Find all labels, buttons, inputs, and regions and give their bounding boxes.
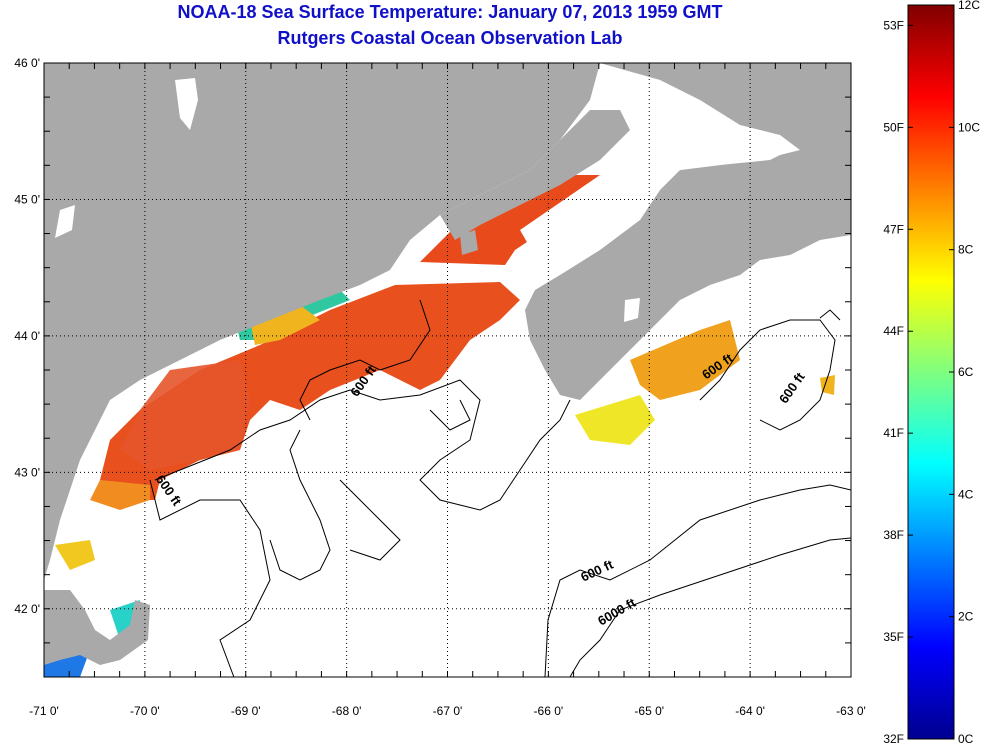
colorbar-f-label: 53F (883, 18, 904, 32)
colorbar-c-label: 8C (958, 243, 974, 257)
colorbar-c-label: 12C (958, 0, 980, 12)
bathymetry-contours (149, 299, 851, 677)
lat-label: 43 0' (14, 465, 40, 479)
colorbar-c-label: 6C (958, 365, 974, 379)
lon-label: -65 0' (634, 704, 664, 718)
lon-label: -67 0' (433, 704, 463, 718)
axis-ticks (43, 62, 852, 678)
colorbar-c-label: 0C (958, 732, 974, 746)
lon-label: -64 0' (735, 704, 765, 718)
lat-label: 45 0' (14, 192, 40, 206)
lon-label: -71 0' (29, 704, 59, 718)
longitude-labels: -71 0' -70 0' -69 0' -68 0' -67 0' -66 0' -65 … (29, 704, 866, 718)
lat-label: 46 0' (14, 56, 40, 70)
colorbar-c-label: 4C (958, 487, 974, 501)
lon-label: -63 0' (836, 704, 866, 718)
graticule (44, 63, 851, 677)
latitude-labels: 46 0' 45 0' 44 0' 43 0' 42 0' (14, 56, 40, 616)
colorbar-c-label: 2C (958, 610, 974, 624)
colorbar-f-label: 44F (883, 324, 904, 338)
page-title: NOAA-18 Sea Surface Temperature: January… (177, 2, 723, 22)
colorbar-f-label: 32F (883, 732, 904, 746)
colorbar-fahrenheit-labels: 53F 50F 47F 44F 41F 38F 35F 32F (883, 18, 913, 746)
colorbar-gradient (907, 4, 955, 740)
colorbar-celsius-labels: 12C 10C 8C 6C 4C 2C 0C (949, 0, 980, 746)
lon-label: -70 0' (130, 704, 160, 718)
lon-label: -69 0' (231, 704, 261, 718)
colorbar-f-label: 47F (883, 222, 904, 236)
sst-field (44, 175, 835, 677)
page-subtitle: Rutgers Coastal Ocean Observation Lab (277, 28, 623, 48)
lon-label: -68 0' (332, 704, 362, 718)
land (44, 63, 851, 665)
colorbar-f-label: 38F (883, 528, 904, 542)
colorbar-c-label: 10C (958, 120, 980, 134)
lon-label: -66 0' (534, 704, 564, 718)
colorbar-f-label: 35F (883, 630, 904, 644)
missing-swath (395, 270, 515, 282)
lat-label: 44 0' (14, 329, 40, 343)
colorbar-f-label: 41F (883, 426, 904, 440)
lat-label: 42 0' (14, 602, 40, 616)
colorbar-f-label: 50F (883, 120, 904, 134)
